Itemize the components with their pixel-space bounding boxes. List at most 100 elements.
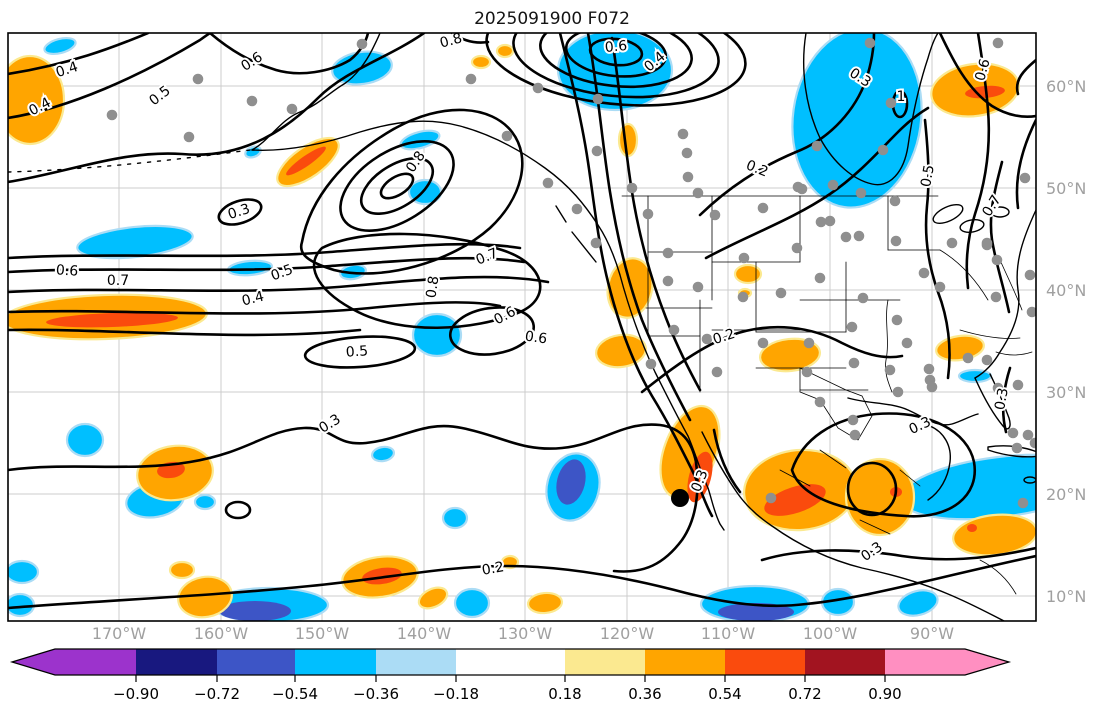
colorbar-tick-label: 0.72	[788, 685, 821, 703]
longitude-tick-label: 110°W	[701, 624, 756, 643]
station-dot	[814, 396, 826, 408]
station-dot	[801, 366, 813, 378]
negative-anomaly	[957, 368, 993, 384]
station-dot	[991, 254, 1003, 266]
station-dot	[501, 130, 513, 142]
contour-label: 0.3	[907, 414, 934, 438]
contour-label: 0.6	[604, 38, 628, 56]
station-dot	[677, 128, 689, 140]
station-dot	[877, 144, 889, 156]
latitude-tick-label: 50°N	[1046, 179, 1086, 198]
strong-positive-core	[362, 567, 402, 585]
station-dot	[1007, 427, 1019, 439]
colorbar-tick-label: 0.54	[708, 685, 741, 703]
positive-anomaly	[1034, 514, 1036, 526]
station-dots	[106, 37, 1036, 509]
station-dot	[827, 179, 839, 191]
station-dot	[590, 237, 602, 249]
negative-anomaly	[193, 493, 217, 511]
station-dot	[885, 97, 897, 109]
latitude-tick-label: 40°N	[1046, 281, 1086, 300]
strong-positive-core	[687, 451, 713, 503]
colorbar-segment	[805, 649, 885, 675]
station-dot	[811, 140, 823, 152]
positive-anomaly	[759, 337, 821, 373]
station-dot	[738, 252, 750, 264]
station-dot	[662, 247, 674, 259]
longitude-tick-label: 160°W	[194, 624, 249, 643]
station-dot	[626, 182, 638, 194]
positive-anomaly	[495, 43, 515, 59]
colorbar-tick-label: 0.36	[628, 685, 661, 703]
positive-anomaly	[935, 334, 985, 362]
station-dot	[532, 82, 544, 94]
station-dot	[884, 364, 896, 376]
station-dot	[775, 287, 787, 299]
station-dot	[592, 93, 604, 105]
station-dot	[981, 239, 993, 251]
latitude-tick-label: 30°N	[1046, 383, 1086, 402]
station-dot	[847, 414, 859, 426]
station-dot	[1024, 269, 1036, 281]
longitude-tick-label: 140°W	[397, 624, 452, 643]
contour-lines	[8, 33, 1036, 610]
contour-label: 0.7	[979, 192, 1004, 219]
station-dot	[824, 215, 836, 227]
station-dot	[1012, 379, 1024, 391]
station-dot	[1029, 437, 1036, 449]
colorbar-tick-label: 0.90	[868, 685, 901, 703]
station-dot	[855, 187, 867, 199]
contour-label: 0.6	[238, 49, 265, 75]
station-dot	[757, 202, 769, 214]
colorbar-tick-label: 0.18	[548, 685, 581, 703]
station-dot	[757, 337, 769, 349]
negative-anomaly	[453, 587, 491, 619]
station-dot	[192, 73, 204, 85]
station-dot	[849, 429, 861, 441]
positive-anomaly	[417, 586, 449, 610]
station-dot	[934, 281, 946, 293]
colorbar-segment	[136, 649, 217, 675]
strong-negative-core	[219, 601, 291, 621]
station-dot	[692, 281, 704, 293]
contour-label: 0.3	[858, 539, 885, 565]
positive-anomaly	[168, 560, 196, 580]
station-dot	[1022, 429, 1034, 441]
station-dot	[990, 291, 1002, 303]
contour-label: 0.8	[424, 275, 443, 299]
positive-anomaly	[470, 54, 492, 70]
station-dot	[662, 275, 674, 287]
station-dot	[246, 95, 258, 107]
colorbar-segment	[376, 649, 456, 675]
latitude-labels: 60°N 50°N 40°N 30°N 20°N 10°N	[1046, 77, 1086, 606]
colorbar-segment	[456, 649, 565, 675]
longitude-tick-label: 120°W	[600, 624, 655, 643]
station-dot	[682, 171, 694, 183]
contour-label: 0.4	[54, 59, 80, 81]
station-dot	[183, 131, 195, 143]
latitude-tick-label: 10°N	[1046, 587, 1086, 606]
map-frame	[7, 32, 1037, 622]
highlight-dot	[671, 489, 689, 507]
strong-positive-core	[1080, 99, 1100, 125]
strong-positive-core	[967, 524, 977, 532]
station-dot	[848, 357, 860, 369]
colorbar-segment	[645, 649, 725, 675]
colorbar-segment	[217, 649, 295, 675]
longitude-tick-label: 130°W	[498, 624, 553, 643]
negative-anomaly	[897, 589, 939, 617]
negative-anomaly	[8, 592, 36, 618]
longitude-tick-label: 100°W	[803, 624, 858, 643]
station-dot	[692, 187, 704, 199]
station-dot	[918, 267, 930, 279]
latitude-tick-label: 20°N	[1046, 485, 1086, 504]
station-dot	[926, 381, 938, 393]
station-dot	[1017, 497, 1029, 509]
station-dot	[992, 37, 1004, 49]
negative-anomaly-hudson-bay	[791, 33, 923, 209]
station-dot	[709, 209, 721, 221]
station-dot	[571, 203, 583, 215]
station-dot	[853, 230, 865, 242]
shaded-anomaly-regions	[8, 33, 1100, 621]
